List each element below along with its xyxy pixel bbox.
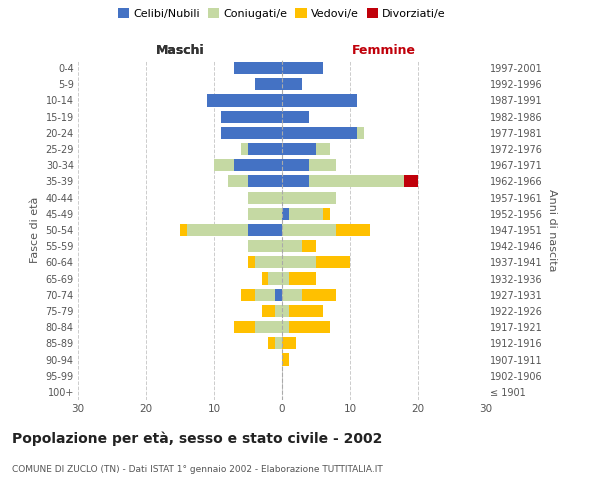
Text: Popolazione per età, sesso e stato civile - 2002: Popolazione per età, sesso e stato civil… <box>12 431 382 446</box>
Bar <box>221 110 282 122</box>
Bar <box>248 240 282 252</box>
Bar <box>282 78 302 90</box>
Bar <box>289 208 323 220</box>
Bar <box>221 127 282 139</box>
Bar <box>282 256 316 268</box>
Bar <box>302 288 337 301</box>
Bar <box>262 305 275 317</box>
Bar <box>282 321 289 333</box>
Bar <box>282 62 323 74</box>
Legend: Celibi/Nubili, Coniugati/e, Vedovi/e, Divorziati/e: Celibi/Nubili, Coniugati/e, Vedovi/e, Di… <box>118 8 446 19</box>
Bar <box>357 127 364 139</box>
Bar <box>282 354 289 366</box>
Bar <box>316 143 329 155</box>
Bar <box>248 143 282 155</box>
Y-axis label: Anni di nascita: Anni di nascita <box>547 188 557 271</box>
Bar <box>214 159 235 172</box>
Text: Maschi: Maschi <box>155 44 205 57</box>
Bar <box>262 272 268 284</box>
Bar <box>241 288 255 301</box>
Bar <box>255 78 282 90</box>
Bar <box>404 176 418 188</box>
Bar <box>187 224 248 236</box>
Bar <box>289 321 329 333</box>
Y-axis label: Fasce di età: Fasce di età <box>30 197 40 263</box>
Bar <box>323 208 329 220</box>
Bar <box>235 159 282 172</box>
Bar <box>282 240 302 252</box>
Bar <box>282 159 309 172</box>
Bar <box>248 256 255 268</box>
Bar <box>282 110 309 122</box>
Bar <box>289 305 323 317</box>
Bar <box>282 305 289 317</box>
Bar <box>282 272 289 284</box>
Bar <box>309 176 404 188</box>
Bar <box>248 192 282 203</box>
Bar <box>282 224 337 236</box>
Text: COMUNE DI ZUCLO (TN) - Dati ISTAT 1° gennaio 2002 - Elaborazione TUTTITALIA.IT: COMUNE DI ZUCLO (TN) - Dati ISTAT 1° gen… <box>12 466 383 474</box>
Bar <box>282 208 289 220</box>
Bar <box>282 127 357 139</box>
Bar <box>255 256 282 268</box>
Bar <box>275 305 282 317</box>
Bar <box>268 338 275 349</box>
Bar <box>282 94 357 106</box>
Bar <box>180 224 187 236</box>
Bar <box>289 272 316 284</box>
Bar <box>235 321 255 333</box>
Bar <box>235 62 282 74</box>
Bar <box>248 208 282 220</box>
Bar <box>337 224 370 236</box>
Bar <box>227 176 248 188</box>
Bar <box>282 176 309 188</box>
Bar <box>282 288 302 301</box>
Bar <box>282 338 296 349</box>
Bar <box>241 143 248 155</box>
Bar <box>309 159 337 172</box>
Bar <box>275 338 282 349</box>
Bar <box>282 143 316 155</box>
Bar <box>248 176 282 188</box>
Bar <box>248 224 282 236</box>
Bar <box>282 192 337 203</box>
Bar <box>316 256 350 268</box>
Bar <box>255 288 275 301</box>
Text: Maschi: Maschi <box>155 44 205 57</box>
Text: Femmine: Femmine <box>352 44 416 57</box>
Bar <box>268 272 282 284</box>
Bar <box>302 240 316 252</box>
Bar <box>207 94 282 106</box>
Bar <box>275 288 282 301</box>
Bar <box>255 321 282 333</box>
